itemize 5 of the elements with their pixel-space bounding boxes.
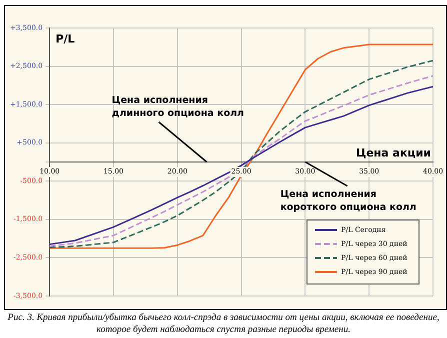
x-axis-title: Цена акции — [356, 146, 431, 160]
annotation: Цена исполнения длинного опциона колл — [112, 95, 244, 120]
annotation: Цена исполнения короткого опциона колл — [280, 189, 416, 214]
y-axis-title: P/L — [56, 32, 75, 46]
text: Рис. 3. Кривая прибыли/убытка бычьего колл-спрэда в зависимости от цены акции, включая ее поведение, которое будет наблюдаться спустя разные периоды времени. — [6, 312, 440, 336]
